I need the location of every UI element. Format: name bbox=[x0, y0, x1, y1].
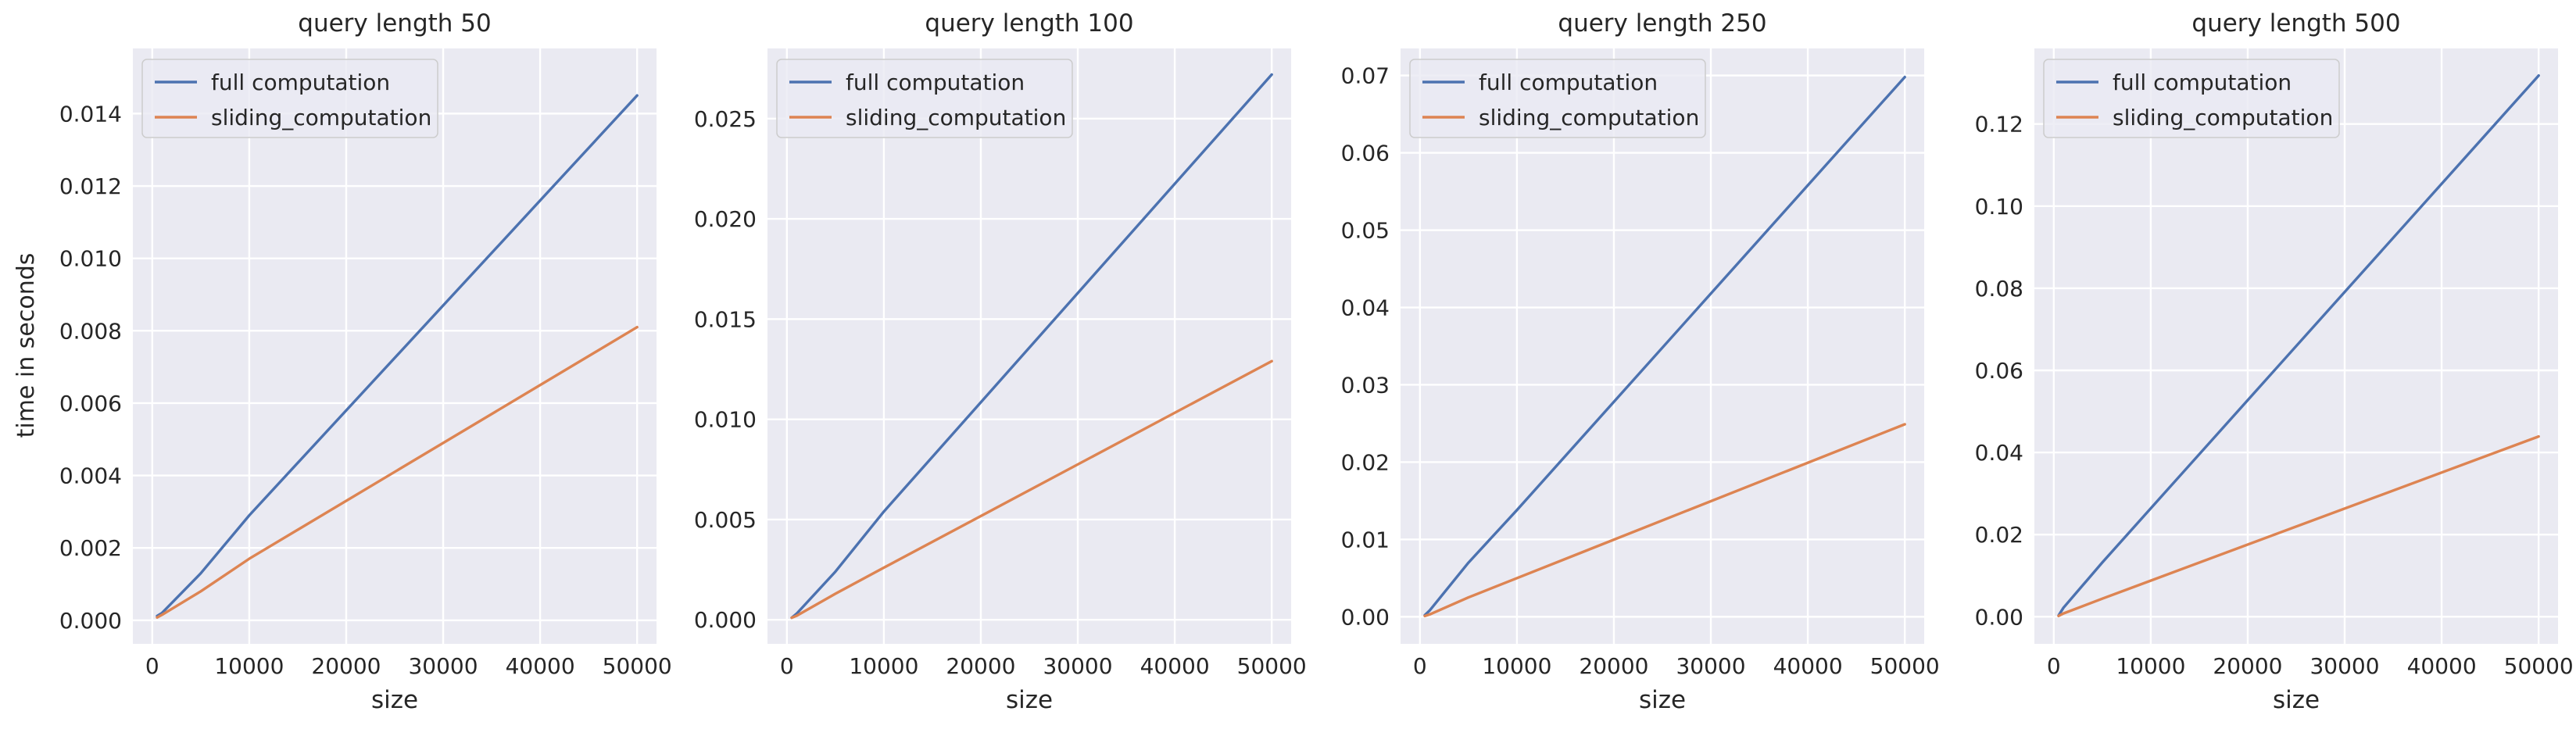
y-tick-label: 0.04 bbox=[1341, 295, 1390, 321]
x-tick-label: 40000 bbox=[1773, 653, 1843, 679]
legend-label: sliding_computation bbox=[211, 105, 431, 130]
x-tick-label: 10000 bbox=[849, 653, 918, 679]
y-tick-label: 0.004 bbox=[59, 463, 122, 489]
y-tick-label: 0.02 bbox=[1341, 449, 1390, 475]
y-tick-label: 0.04 bbox=[1975, 440, 2023, 466]
chart-title: query length 100 bbox=[925, 9, 1133, 38]
x-axis-label: size bbox=[2273, 686, 2320, 714]
x-axis-label: size bbox=[1639, 686, 1686, 714]
y-tick-label: 0.00 bbox=[1341, 604, 1390, 630]
x-tick-label: 20000 bbox=[946, 653, 1015, 679]
x-tick-label: 30000 bbox=[1043, 653, 1112, 679]
y-tick-label: 0.03 bbox=[1341, 372, 1390, 398]
chart-title: query length 500 bbox=[2191, 9, 2400, 38]
legend-label: full computation bbox=[846, 70, 1025, 95]
y-tick-label: 0.000 bbox=[59, 608, 122, 634]
legend: full computation sliding_computation bbox=[2043, 59, 2340, 138]
x-tick-label: 40000 bbox=[2407, 653, 2477, 679]
y-tick-label: 0.008 bbox=[59, 318, 122, 344]
chart-panel-3: 0 10000 20000 30000 40000 50000 0.00 0.01 0.02 0.… bbox=[1341, 9, 1940, 714]
x-tick-label: 50000 bbox=[1237, 653, 1307, 679]
y-tick-label: 0.020 bbox=[694, 206, 757, 232]
y-tick-label: 0.000 bbox=[694, 607, 757, 633]
legend-label: sliding_computation bbox=[2113, 105, 2333, 130]
legend-label: full computation bbox=[2113, 70, 2292, 95]
y-tick-label: 0.08 bbox=[1975, 276, 2023, 302]
x-tick-label: 50000 bbox=[1870, 653, 1940, 679]
series-line-sliding-computation bbox=[790, 359, 1273, 620]
x-tick-label: 0 bbox=[780, 653, 794, 679]
y-tick-label: 0.05 bbox=[1341, 218, 1390, 244]
series-line-full-computation bbox=[156, 94, 639, 617]
y-tick-label: 0.06 bbox=[1975, 358, 2023, 384]
y-tick-label: 0.010 bbox=[59, 246, 122, 272]
chart-title: query length 50 bbox=[298, 9, 491, 38]
series-line-sliding-computation bbox=[2057, 434, 2540, 617]
y-tick-label: 0.012 bbox=[59, 173, 122, 199]
legend-box bbox=[1409, 59, 1706, 138]
y-tick-label: 0.12 bbox=[1975, 112, 2023, 138]
x-tick-label: 40000 bbox=[506, 653, 575, 679]
x-tick-label: 50000 bbox=[2504, 653, 2574, 679]
legend-label: sliding_computation bbox=[846, 105, 1066, 130]
legend: full computation sliding_computation bbox=[776, 59, 1073, 138]
y-tick-label: 0.02 bbox=[1975, 522, 2023, 548]
y-tick-label: 0.014 bbox=[59, 101, 122, 127]
x-tick-label: 10000 bbox=[1482, 653, 1551, 679]
x-tick-label: 40000 bbox=[1140, 653, 1210, 679]
legend-box bbox=[776, 59, 1073, 138]
x-tick-label: 30000 bbox=[2309, 653, 2379, 679]
chart-title: query length 250 bbox=[1558, 9, 1766, 38]
x-tick-label: 20000 bbox=[2213, 653, 2282, 679]
y-tick-label: 0.06 bbox=[1341, 141, 1390, 166]
chart-panel-2: 0 10000 20000 30000 40000 50000 0.000 0.005 0.01… bbox=[694, 9, 1307, 714]
legend-label: full computation bbox=[211, 70, 390, 95]
y-tick-label: 0.10 bbox=[1975, 194, 2023, 220]
y-tick-label: 0.002 bbox=[59, 535, 122, 561]
x-axis-label: size bbox=[371, 686, 418, 714]
y-tick-label: 0.00 bbox=[1975, 604, 2023, 630]
x-tick-label: 10000 bbox=[2116, 653, 2185, 679]
x-tick-label: 10000 bbox=[214, 653, 284, 679]
figure-ylabel: time in seconds bbox=[13, 253, 40, 438]
chart-panel-1: 0 10000 20000 30000 40000 50000 0.000 0.002 0.00… bbox=[59, 9, 672, 714]
series-line-sliding-computation bbox=[1423, 423, 1906, 618]
legend-box bbox=[2043, 59, 2340, 138]
legend: full computation sliding_computation bbox=[141, 59, 438, 138]
legend-label: sliding_computation bbox=[1479, 105, 1699, 130]
x-tick-label: 30000 bbox=[1676, 653, 1745, 679]
chart-panel-4: 0 10000 20000 30000 40000 50000 0.00 0.02 0.04 0.… bbox=[1975, 9, 2574, 714]
series-line-sliding-computation bbox=[156, 326, 639, 619]
y-tick-label: 0.025 bbox=[694, 106, 757, 132]
y-tick-label: 0.07 bbox=[1341, 63, 1390, 89]
y-tick-label: 0.005 bbox=[694, 507, 757, 533]
x-tick-label: 50000 bbox=[603, 653, 672, 679]
x-axis-label: size bbox=[1006, 686, 1053, 714]
y-tick-label: 0.010 bbox=[694, 407, 757, 433]
x-tick-label: 20000 bbox=[311, 653, 381, 679]
x-tick-label: 30000 bbox=[408, 653, 478, 679]
y-tick-label: 0.01 bbox=[1341, 527, 1390, 552]
y-tick-label: 0.006 bbox=[59, 391, 122, 416]
x-tick-label: 0 bbox=[1413, 653, 1427, 679]
x-tick-label: 20000 bbox=[1579, 653, 1648, 679]
x-tick-label: 0 bbox=[2047, 653, 2061, 679]
series-line-full-computation bbox=[1423, 75, 1906, 617]
legend-label: full computation bbox=[1479, 70, 1658, 95]
x-tick-label: 0 bbox=[145, 653, 159, 679]
y-tick-label: 0.015 bbox=[694, 306, 757, 332]
plot-area bbox=[133, 48, 657, 644]
series-line-full-computation bbox=[2057, 73, 2540, 617]
legend: full computation sliding_computation bbox=[1409, 59, 1706, 138]
legend-box bbox=[141, 59, 438, 138]
